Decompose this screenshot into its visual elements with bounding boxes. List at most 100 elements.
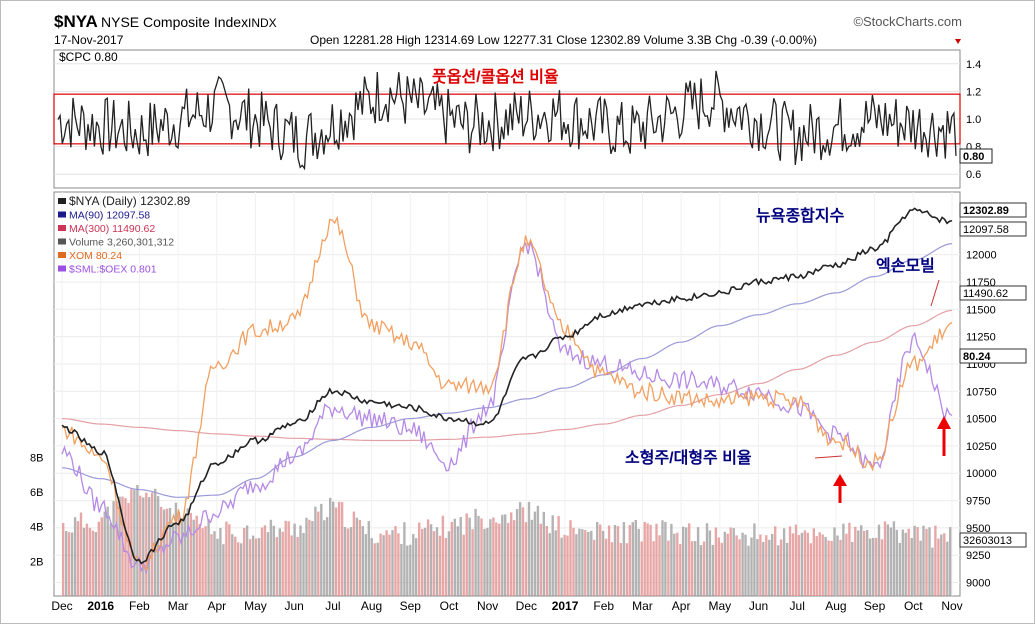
volume-bar bbox=[326, 517, 329, 596]
volume-bar bbox=[788, 526, 792, 596]
cpc-y-tick: 0.6 bbox=[966, 169, 981, 181]
cpc-line bbox=[57, 70, 957, 171]
volume-bar bbox=[563, 534, 566, 596]
volume-bar bbox=[495, 522, 498, 596]
volume-bar bbox=[643, 521, 646, 596]
volume-bar bbox=[771, 533, 774, 596]
volume-bar bbox=[560, 537, 563, 596]
volume-bar bbox=[527, 501, 531, 596]
volume-bar bbox=[385, 530, 388, 596]
volume-bar bbox=[554, 530, 557, 596]
volume-bar bbox=[248, 539, 252, 596]
volume-bar bbox=[655, 523, 658, 596]
x-tick-label: Dec bbox=[516, 599, 537, 613]
cpc-legend: $CPC 0.80 bbox=[59, 50, 118, 64]
volume-bar bbox=[569, 520, 572, 596]
volume-bar bbox=[818, 532, 821, 596]
volume-bar bbox=[317, 511, 320, 596]
exxon-pointer bbox=[930, 279, 940, 307]
volume-y-tick: 6B bbox=[30, 487, 43, 499]
x-tick-label: Mar bbox=[168, 599, 189, 613]
volume-bar bbox=[124, 498, 127, 596]
volume-bar bbox=[412, 534, 415, 596]
main-y-tick: 12000 bbox=[966, 250, 997, 262]
volume-bar bbox=[889, 527, 893, 596]
volume-bar bbox=[533, 511, 537, 596]
volume-bar bbox=[720, 542, 723, 596]
volume-bar bbox=[824, 537, 827, 596]
volume-bar bbox=[284, 520, 287, 596]
volume-bar bbox=[352, 511, 356, 596]
volume-bar bbox=[613, 524, 617, 596]
volume-bar bbox=[931, 547, 934, 596]
volume-bar bbox=[688, 523, 691, 596]
volume-bar bbox=[848, 522, 851, 596]
volume-bar bbox=[524, 522, 528, 596]
volume-bar bbox=[943, 533, 946, 596]
main-y-tick: 9000 bbox=[966, 578, 990, 590]
volume-bar bbox=[631, 522, 634, 596]
volume-bar bbox=[590, 530, 593, 596]
volume-bar bbox=[355, 517, 359, 596]
x-tick-label: Feb bbox=[129, 599, 150, 613]
volume-bar bbox=[382, 535, 385, 596]
volume-bar bbox=[207, 519, 210, 596]
x-tick-label: Oct bbox=[440, 599, 459, 613]
x-tick-label: Apr bbox=[207, 599, 226, 613]
volume-bar bbox=[498, 523, 501, 596]
volume-bar bbox=[756, 539, 759, 596]
volume-bar bbox=[696, 527, 700, 596]
cpc-highlight-box bbox=[53, 93, 961, 145]
volume-bar bbox=[435, 527, 439, 596]
volume-bar bbox=[765, 535, 768, 596]
volume-bar bbox=[234, 536, 237, 596]
volume-bar bbox=[785, 542, 789, 596]
volume-bar bbox=[388, 534, 391, 596]
volume-bar bbox=[619, 543, 623, 596]
volume-bar bbox=[148, 497, 151, 596]
header-quote: Open 12281.28 High 12314.69 Low 12277.31… bbox=[310, 33, 817, 47]
volume-bar bbox=[421, 529, 424, 596]
volume-bar bbox=[136, 485, 139, 596]
volume-bar bbox=[340, 502, 344, 596]
header-date: 17-Nov-2017 bbox=[54, 33, 124, 47]
right-value-label: 32603013 bbox=[963, 535, 1012, 547]
volume-bar bbox=[403, 522, 406, 596]
volume-bar bbox=[480, 518, 483, 596]
volume-bar bbox=[690, 541, 694, 596]
x-tick-label: May bbox=[708, 599, 731, 613]
volume-bar bbox=[542, 511, 545, 596]
volume-bar bbox=[821, 534, 824, 596]
right-value-label: 11490.62 bbox=[963, 288, 1008, 300]
volume-bar bbox=[275, 537, 278, 596]
volume-bar bbox=[726, 533, 729, 596]
volume-bar bbox=[82, 527, 86, 596]
volume-bar bbox=[296, 537, 299, 596]
legend-swatch bbox=[58, 252, 66, 258]
volume-bar bbox=[729, 527, 732, 596]
volume-bar bbox=[492, 517, 495, 596]
volume-bar bbox=[308, 519, 311, 596]
volume-bar bbox=[219, 528, 222, 596]
volume-bar bbox=[913, 525, 916, 596]
volume-bar bbox=[406, 545, 409, 596]
volume-bar bbox=[545, 526, 548, 596]
volume-bar bbox=[880, 539, 884, 596]
volume-bar bbox=[237, 542, 240, 596]
volume-bar bbox=[91, 530, 95, 596]
x-tick-label: Apr bbox=[672, 599, 691, 613]
volume-bar bbox=[673, 533, 676, 596]
volume-bar bbox=[922, 525, 925, 596]
volume-bar bbox=[774, 526, 777, 596]
volume-bar bbox=[604, 538, 608, 596]
volume-bar bbox=[278, 528, 281, 596]
volume-bar bbox=[127, 502, 130, 596]
down-arrow-icon bbox=[955, 39, 961, 44]
volume-bar bbox=[376, 542, 379, 596]
main-y-tick: 11250 bbox=[966, 332, 996, 344]
cpc-last-box bbox=[959, 148, 993, 164]
cpc-y-tick: 1.4 bbox=[966, 59, 981, 71]
main-y-tick: 10250 bbox=[966, 441, 997, 453]
volume-bar bbox=[812, 528, 815, 596]
